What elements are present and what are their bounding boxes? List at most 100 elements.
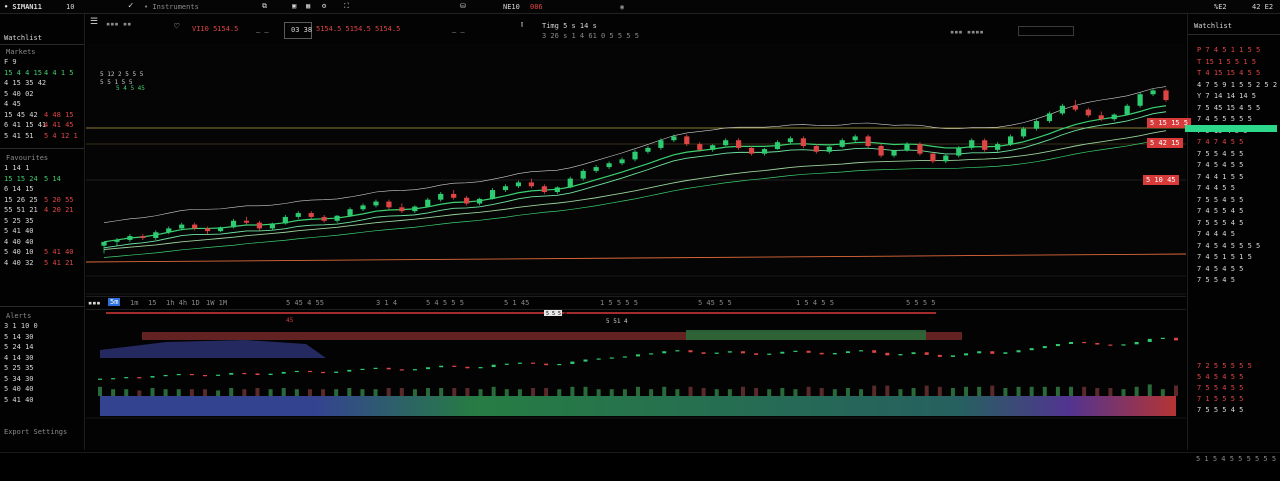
list-item[interactable]: 4 40 40 xyxy=(4,238,80,246)
candle xyxy=(904,142,910,152)
list-item[interactable]: 15 26 25 5 20 55 xyxy=(4,196,80,204)
indicator-area xyxy=(100,340,326,358)
list-item[interactable]: 1 14 1 xyxy=(4,164,80,172)
check-icon[interactable]: ✓ xyxy=(128,1,134,11)
depth-row[interactable]: 7 1 5 5 5 5 xyxy=(1197,395,1244,403)
list-item[interactable]: 5 41 40 xyxy=(4,227,80,235)
ohlc-box[interactable]: 03 38 xyxy=(284,22,312,39)
timeframe-item[interactable]: 15 xyxy=(148,299,157,307)
timeframe-item[interactable]: 5 4 5 5 5 xyxy=(426,299,464,307)
list-item[interactable]: 7 5 5 5 4 5 xyxy=(1197,218,1244,227)
list-item[interactable]: 7 5 5 4 5 5 xyxy=(1197,149,1244,158)
list-item[interactable]: 4 15 35 42 xyxy=(4,79,80,87)
menu-icon[interactable]: ☰ xyxy=(90,17,99,27)
mini-candle xyxy=(714,352,719,354)
list-item-symbol: 15 4 4 15 xyxy=(4,68,42,77)
list-item[interactable]: 15 45 42 4 48 15 xyxy=(4,111,80,119)
mini-candle xyxy=(399,369,404,371)
timeframe-item[interactable]: 1m xyxy=(130,299,139,307)
price-chart[interactable]: 5 12 2 5 5 5 5 5 1 5 5 5 4 5 45 xyxy=(86,44,1186,308)
volume-spike xyxy=(531,388,536,396)
list-item[interactable]: 15 4 4 15 4 4 1 5 xyxy=(4,69,80,77)
candle-body xyxy=(153,232,159,238)
list-item[interactable]: 6 14 15 xyxy=(4,185,80,193)
list-item[interactable]: 5 34 30 xyxy=(4,375,80,383)
save-icon[interactable]: ⛁ xyxy=(460,2,466,10)
lock-icon[interactable]: ▯ xyxy=(520,20,525,28)
list-item[interactable]: 6 41 15 41 4 41 45 xyxy=(4,121,80,129)
list-item[interactable]: Y 7 14 14 14 5 xyxy=(1197,92,1257,100)
candle-body xyxy=(580,170,586,179)
timeframe-item[interactable]: 5 1 45 xyxy=(504,299,530,307)
mini-candle xyxy=(898,354,903,356)
layout-icon[interactable]: ⧉ xyxy=(262,2,267,10)
heart-icon[interactable]: ♡ xyxy=(174,22,180,32)
list-item[interactable]: 5 24 14 xyxy=(4,343,80,351)
list-item[interactable]: 4 14 30 xyxy=(4,354,80,362)
mini-candle xyxy=(294,370,299,373)
depth-row[interactable]: 7 5 5 4 5 5 xyxy=(1197,384,1244,392)
list-item[interactable]: P 7 4 5 1 1 5 5 xyxy=(1197,46,1261,54)
watchlist-tab[interactable]: • Instruments xyxy=(144,3,199,11)
list-item[interactable]: 7 4 5 5 4 5 xyxy=(1197,207,1244,215)
list-item[interactable]: 7 4 5 5 5 5 5 xyxy=(1197,115,1252,123)
list-item[interactable]: F 9 xyxy=(4,58,80,66)
list-item[interactable]: 7 5 5 4 5 xyxy=(1197,276,1235,284)
list-item[interactable]: 7 4 5 4 5 5 xyxy=(1197,264,1244,273)
timeframe-item[interactable]: 1h 4h 1D xyxy=(166,299,200,307)
list-item[interactable]: 5 40 10 5 41 40 xyxy=(4,248,80,256)
mini-candle xyxy=(688,350,693,353)
volume-spike xyxy=(163,389,168,396)
list-item[interactable]: 5 40 02 xyxy=(4,90,80,98)
settings-icon[interactable]: ⚙ xyxy=(322,2,327,10)
volume-spike xyxy=(426,388,431,396)
marker-box[interactable] xyxy=(544,310,562,316)
timeframe-item[interactable]: 1W 1M xyxy=(206,299,228,307)
timeframe-item[interactable]: 5 5 5 5 xyxy=(906,299,936,307)
right-value-1: %E2 xyxy=(1214,3,1227,11)
list-item[interactable]: 4 40 32 5 41 21 xyxy=(4,259,80,267)
list-item[interactable]: 7 5 45 15 4 5 5 xyxy=(1197,103,1261,112)
timeframe-item[interactable]: 5 45 4 55 xyxy=(286,299,324,307)
export-settings-link[interactable]: Export Settings xyxy=(4,428,68,436)
timeframe-item[interactable]: 1 5 4 5 5 xyxy=(796,299,834,307)
list-item[interactable]: 7 4 5 4 5 5 5 5 xyxy=(1197,241,1261,250)
zoom-box[interactable] xyxy=(1018,26,1074,36)
list-item[interactable]: T 4 15 15 4 5 5 xyxy=(1197,69,1261,77)
list-item[interactable]: 7 4 4 1 5 5 xyxy=(1197,172,1244,181)
list-item[interactable]: 5 40 40 xyxy=(4,385,80,393)
list-item[interactable]: 5 14 30 xyxy=(4,333,80,341)
list-item[interactable]: 5 41 51 5 4 12 1 xyxy=(4,132,80,140)
volume-band xyxy=(100,396,1176,416)
grid-icon[interactable]: ▦ xyxy=(306,2,311,10)
volume-spike xyxy=(1055,386,1060,396)
fullscreen-icon[interactable]: ⛶ xyxy=(344,2,349,10)
list-item[interactable]: 3 1 10 0 xyxy=(4,322,80,330)
camera-icon[interactable]: ▣ xyxy=(292,2,297,10)
list-item[interactable]: 15 15 24 5 14 xyxy=(4,175,80,183)
list-item[interactable]: 7 4 7 4 5 5 xyxy=(1197,138,1244,146)
symbol-value[interactable]: VI10 5154.5 xyxy=(192,25,239,33)
timeframe-item[interactable]: 5 45 5 5 xyxy=(698,299,732,307)
depth-row[interactable]: 7 5 5 5 4 5 xyxy=(1197,406,1244,414)
list-item[interactable]: 7 4 4 5 5 xyxy=(1197,184,1235,192)
list-item[interactable]: 5 25 35 xyxy=(4,364,80,372)
status-bar: 5 1 5 4 5 5 5 5 5 5 xyxy=(0,452,1280,481)
list-item[interactable]: 4 7 5 9 1 5 5 2 5 2 xyxy=(1197,80,1278,89)
list-item[interactable]: T 15 1 5 5 1 5 xyxy=(1197,57,1257,66)
list-item[interactable]: 5 41 40 xyxy=(4,396,80,404)
depth-row[interactable]: 7 2 5 5 5 5 5 xyxy=(1197,362,1252,370)
timeframe-item[interactable]: 1 5 5 5 5 xyxy=(600,299,638,307)
list-item[interactable]: 55 51 21 4 20 21 xyxy=(4,206,80,214)
depth-row[interactable]: 5 4 5 4 5 5 xyxy=(1197,373,1244,381)
timeframe-item[interactable]: 3 1 4 xyxy=(376,299,398,307)
list-item[interactable]: 7 4 5 4 5 5 xyxy=(1197,161,1244,169)
timeframe-active[interactable]: 5m xyxy=(108,298,121,306)
list-item[interactable]: 5 25 35 xyxy=(4,217,80,225)
list-item[interactable]: 7 4 4 4 5 xyxy=(1197,230,1235,238)
list-item[interactable]: 7 5 5 4 5 5 xyxy=(1197,195,1244,204)
list-item[interactable]: 4 45 xyxy=(4,100,80,108)
mini-candle xyxy=(229,372,234,375)
list-item[interactable]: 7 4 5 1 5 1 5 xyxy=(1197,253,1252,261)
lower-indicator-pane[interactable]: 5 5 5 4 45 5 51 4 xyxy=(86,310,1186,450)
